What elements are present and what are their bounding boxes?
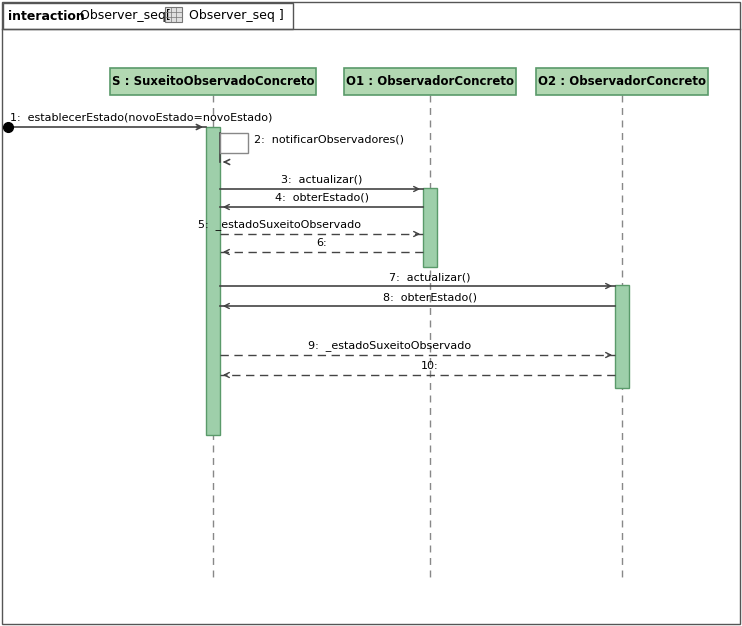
Text: 6:: 6: (317, 238, 327, 248)
Bar (423, 188, 437, 267)
Text: Observer_seq ]: Observer_seq ] (185, 9, 283, 23)
Bar (344, 68, 516, 95)
Text: O1 : ObservadorConcreto: O1 : ObservadorConcreto (346, 75, 514, 88)
Bar (615, 285, 629, 388)
Bar (165, 7, 182, 22)
Text: S : SuxeitoObservadoConcreto: S : SuxeitoObservadoConcreto (112, 75, 315, 88)
Text: 3:  actualizar(): 3: actualizar() (281, 175, 363, 185)
Bar (206, 127, 220, 435)
Text: 10:: 10: (421, 361, 439, 371)
Bar (536, 68, 708, 95)
Text: 4:  obterEstado(): 4: obterEstado() (275, 193, 369, 203)
Bar (220, 133, 248, 153)
Text: O2 : ObservadorConcreto: O2 : ObservadorConcreto (538, 75, 706, 88)
Text: 1:  establecerEstado(novoEstado=novoEstado): 1: establecerEstado(novoEstado=novoEstad… (10, 112, 272, 122)
Text: interaction: interaction (8, 9, 85, 23)
Text: 9:  _estadoSuxeitoObservado: 9: _estadoSuxeitoObservado (309, 340, 472, 351)
Text: 2:  notificarObservadores(): 2: notificarObservadores() (254, 135, 404, 145)
Text: 8:  obterEstado(): 8: obterEstado() (383, 292, 477, 302)
Bar (3, 3, 293, 29)
Bar (110, 68, 316, 95)
Text: 5:  _estadoSuxeitoObservado: 5: _estadoSuxeitoObservado (199, 219, 361, 230)
Text: 7:  actualizar(): 7: actualizar() (390, 272, 470, 282)
Text: Observer_seq[: Observer_seq[ (76, 9, 175, 23)
